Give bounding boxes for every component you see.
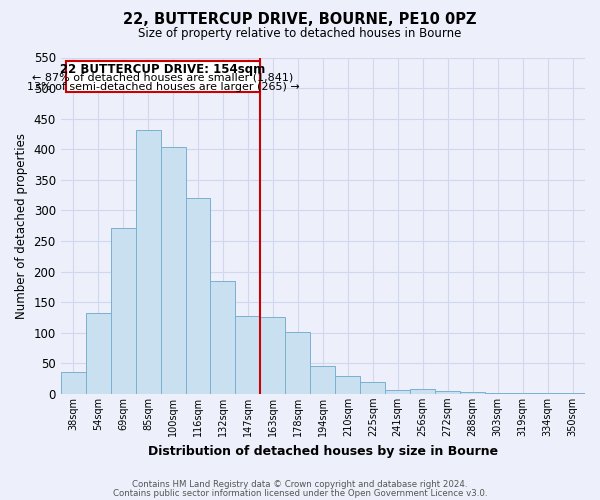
Bar <box>235 316 260 394</box>
Bar <box>460 392 485 394</box>
Bar <box>310 366 335 394</box>
Bar <box>136 130 161 394</box>
Text: Size of property relative to detached houses in Bourne: Size of property relative to detached ho… <box>139 28 461 40</box>
Text: ← 87% of detached houses are smaller (1,841): ← 87% of detached houses are smaller (1,… <box>32 73 293 83</box>
Y-axis label: Number of detached properties: Number of detached properties <box>15 132 28 318</box>
Bar <box>360 382 385 394</box>
Bar <box>485 392 510 394</box>
Bar <box>110 228 136 394</box>
Text: Contains HM Land Registry data © Crown copyright and database right 2024.: Contains HM Land Registry data © Crown c… <box>132 480 468 489</box>
Bar <box>61 372 86 394</box>
Bar <box>185 198 211 394</box>
Bar <box>211 282 235 394</box>
Bar <box>260 317 286 394</box>
Bar <box>510 392 535 394</box>
Bar <box>65 60 260 92</box>
Bar <box>385 390 410 394</box>
Text: 22 BUTTERCUP DRIVE: 154sqm: 22 BUTTERCUP DRIVE: 154sqm <box>61 63 266 76</box>
Bar <box>86 312 110 394</box>
Bar <box>435 391 460 394</box>
Bar <box>410 389 435 394</box>
Bar <box>161 148 185 394</box>
Bar <box>286 332 310 394</box>
X-axis label: Distribution of detached houses by size in Bourne: Distribution of detached houses by size … <box>148 444 498 458</box>
Bar <box>335 376 360 394</box>
Bar <box>560 392 585 394</box>
Text: 13% of semi-detached houses are larger (265) →: 13% of semi-detached houses are larger (… <box>26 82 299 92</box>
Text: 22, BUTTERCUP DRIVE, BOURNE, PE10 0PZ: 22, BUTTERCUP DRIVE, BOURNE, PE10 0PZ <box>123 12 477 28</box>
Text: Contains public sector information licensed under the Open Government Licence v3: Contains public sector information licen… <box>113 488 487 498</box>
